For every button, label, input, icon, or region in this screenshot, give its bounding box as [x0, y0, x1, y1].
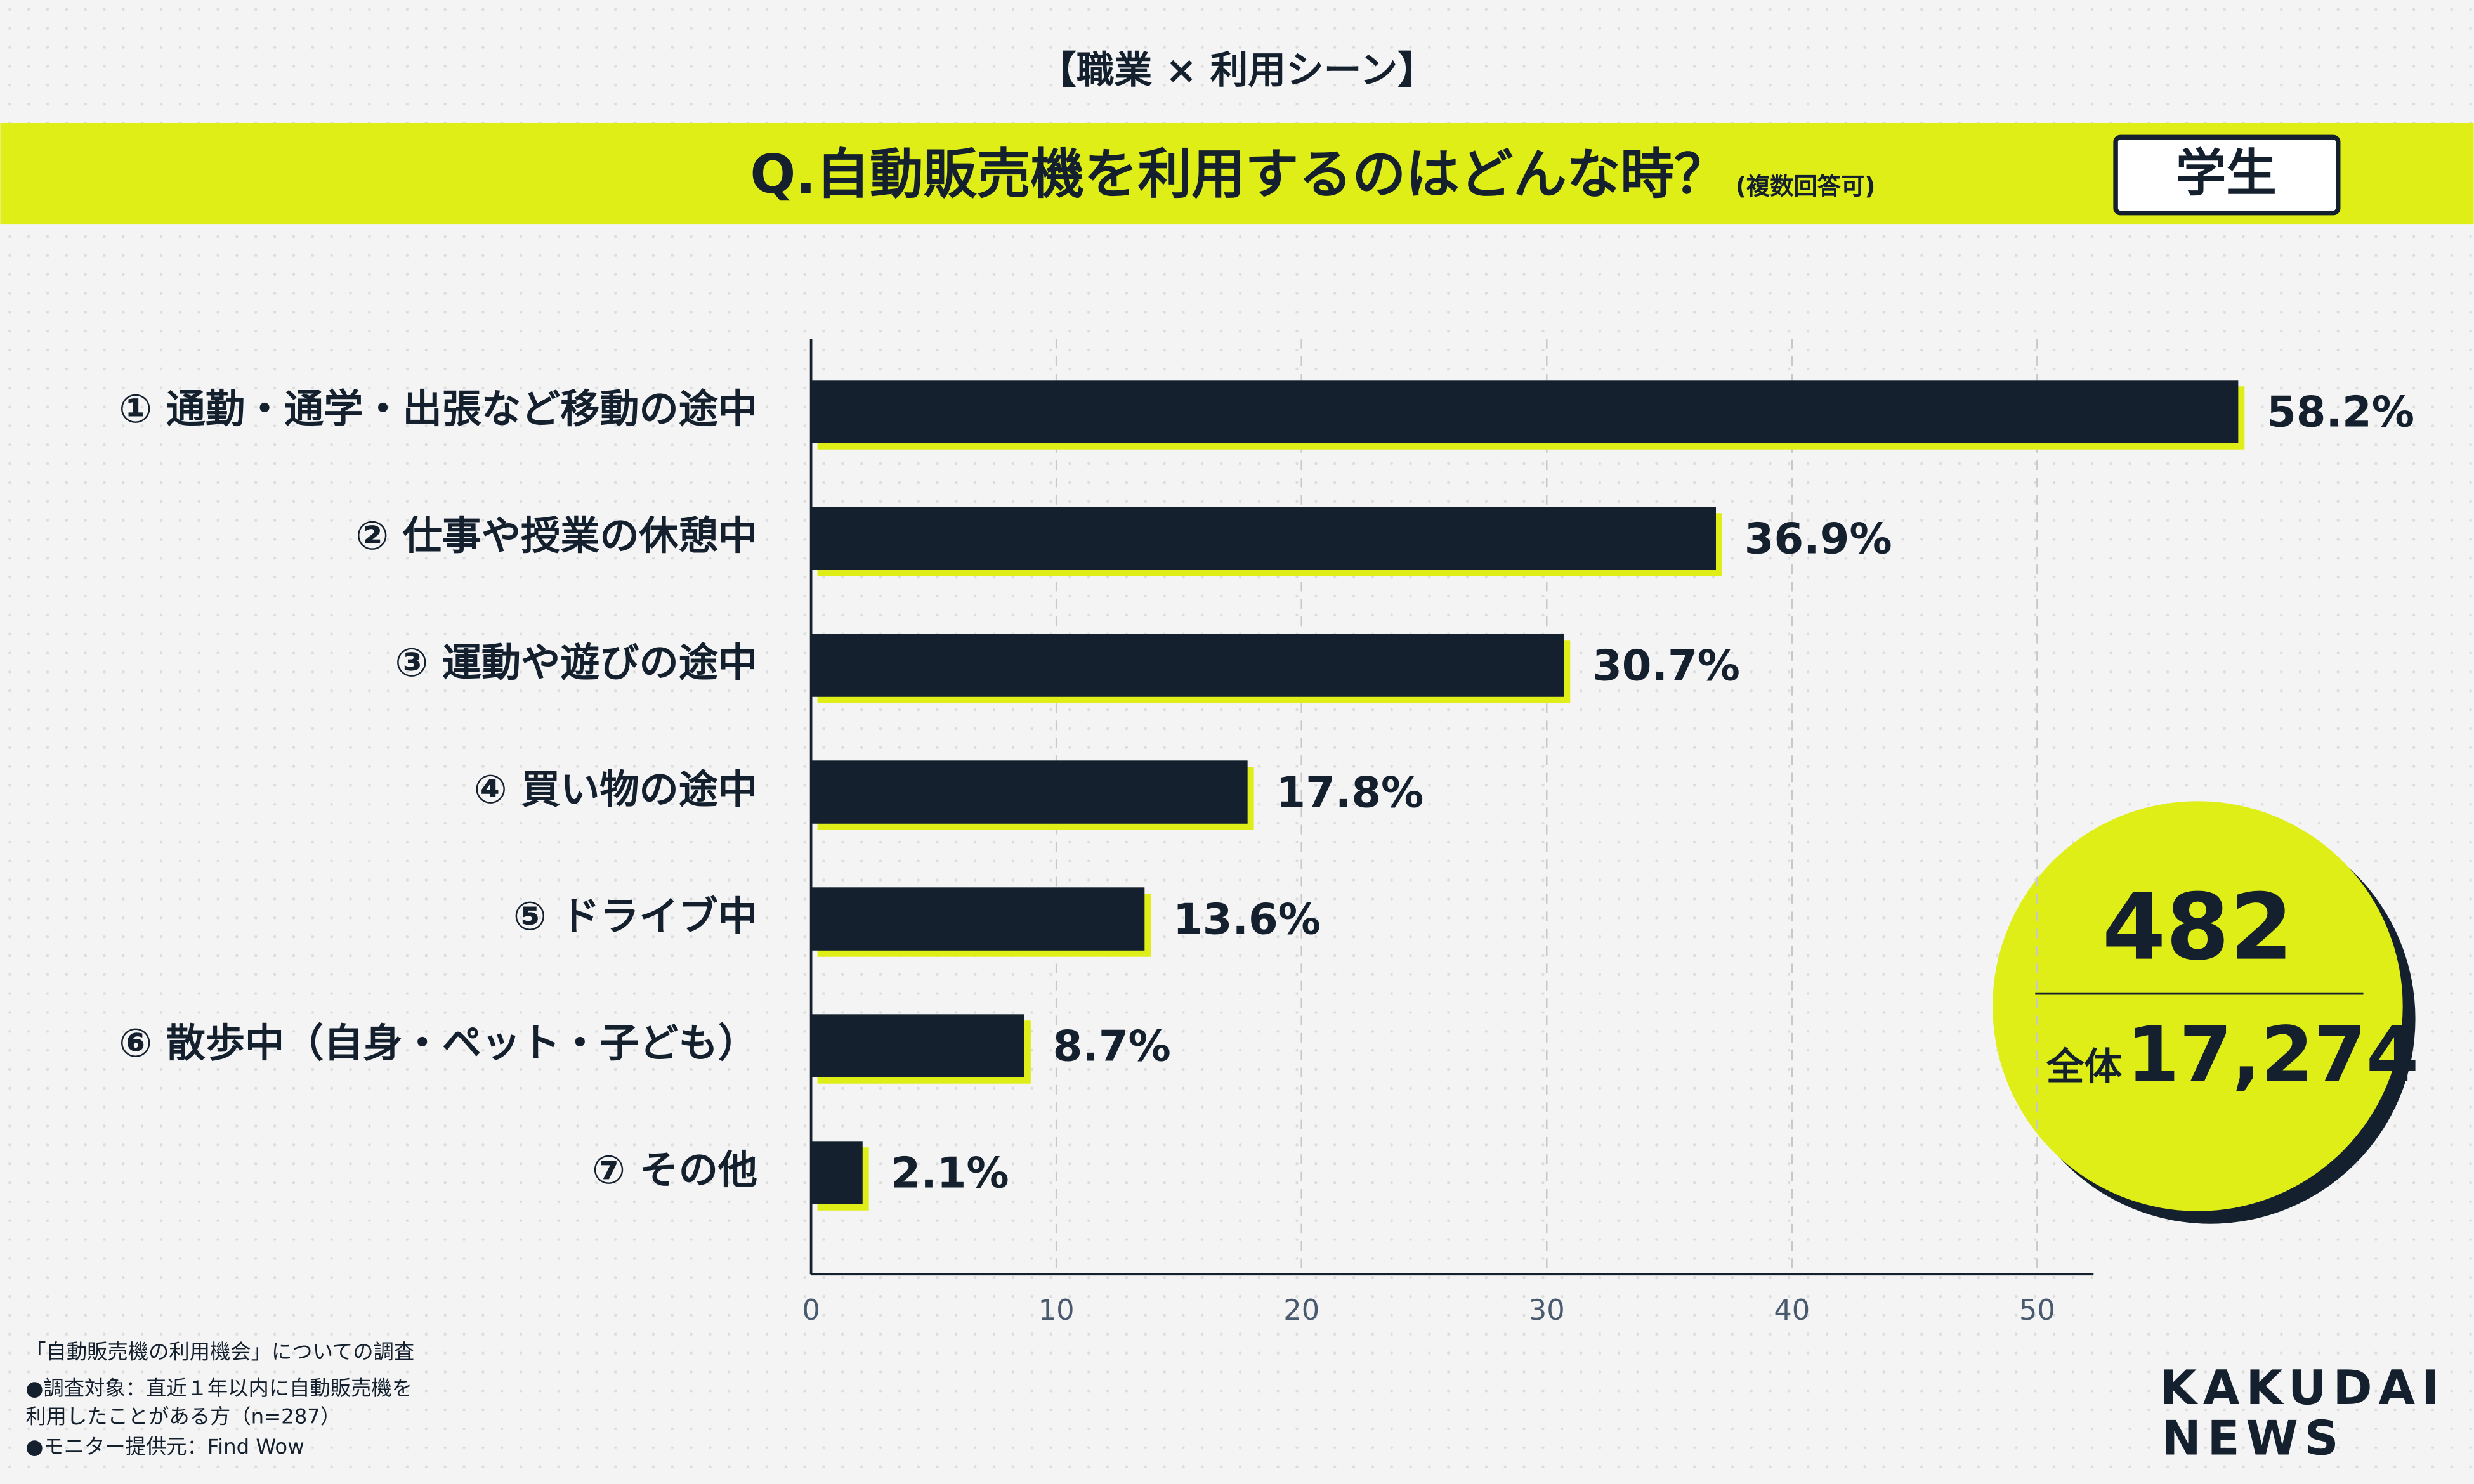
title-band: [0, 122, 2474, 225]
bar: [811, 634, 1564, 697]
x-tick-label: 50: [2019, 1293, 2055, 1327]
x-tick-label: 10: [1038, 1293, 1075, 1327]
value-label: 36.9%: [1744, 514, 1892, 564]
note: 「自動販売機の利用機会」についての調査: [25, 1340, 414, 1364]
value-label: 8.7%: [1053, 1022, 1171, 1071]
y-tick-label: ② 仕事や授業の休憩中: [355, 512, 757, 559]
value-label: 13.6%: [1173, 895, 1321, 944]
bar: [811, 760, 1248, 824]
circle-total: 17,274: [2127, 1011, 2419, 1099]
circle-total-label: 全体: [2046, 1046, 2123, 1090]
circle-count: 482: [2102, 875, 2293, 981]
y-tick-label: ⑤ ドライブ中: [513, 893, 757, 939]
bar: [811, 887, 1145, 951]
note: ●モニター提供元：Find Wow: [25, 1435, 304, 1459]
y-tick-label: ⑥ 散歩中（自身・ペット・子ども）: [119, 1020, 757, 1066]
y-tick-label: ③ 運動や遊びの途中: [395, 639, 758, 686]
x-tick-label: 0: [802, 1293, 820, 1327]
y-tick-label: ① 通勤・通学・出張など移動の途中: [119, 386, 757, 432]
header: 【職業 × 利用シーン】: [1038, 49, 1436, 93]
logo: KAKUDAI: [2160, 1360, 2445, 1416]
note: ●調査対象：直近１年以内に自動販売機を: [25, 1376, 412, 1400]
value-label: 17.8%: [1276, 768, 1424, 817]
y-tick-label: ⑦ その他: [592, 1147, 757, 1193]
value-label: 2.1%: [891, 1149, 1009, 1198]
bar: [811, 507, 1716, 570]
bar: [811, 1014, 1024, 1077]
bar: [811, 380, 2239, 443]
chart-title: Q.自動販売機を利用するのはどんな時？: [750, 143, 1727, 205]
x-tick-label: 20: [1283, 1293, 1319, 1327]
circle: [1993, 801, 2403, 1211]
note: 利用したことがある方（n=287）: [25, 1405, 341, 1429]
x-tick-label: 30: [1529, 1293, 1565, 1327]
value-label: 30.7%: [1592, 641, 1740, 691]
value-label: 58.2%: [2267, 387, 2414, 437]
logo: NEWS: [2161, 1410, 2345, 1466]
subtitle: (複数回答可): [1736, 172, 1876, 200]
y-tick-label: ④ 買い物の途中: [474, 766, 757, 812]
badge-box: [2113, 134, 2341, 216]
bar: [811, 1141, 863, 1204]
x-tick-label: 40: [1774, 1293, 1810, 1327]
badge: 学生: [2176, 143, 2277, 202]
